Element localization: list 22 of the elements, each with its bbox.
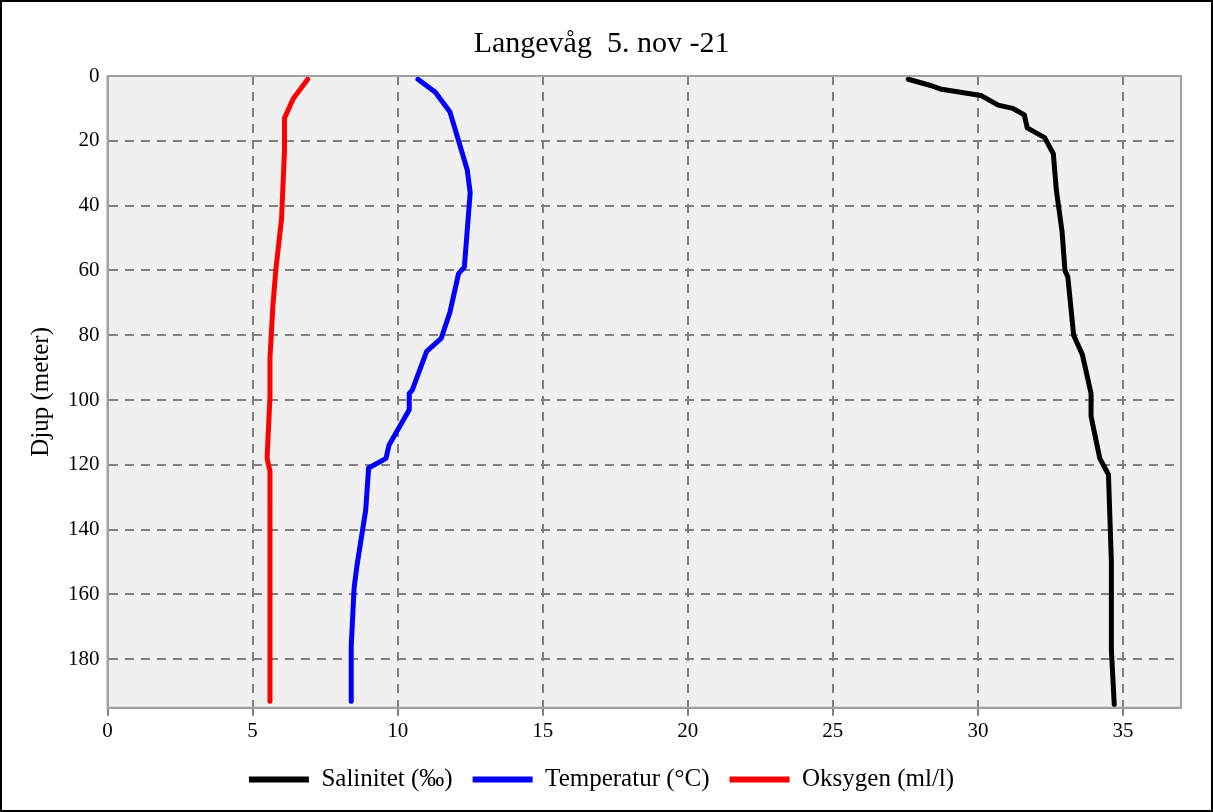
y-tick-label: 140	[68, 516, 100, 541]
y-tick-label: 40	[78, 192, 100, 217]
legend-label: Temperatur (°C)	[545, 764, 710, 793]
chart-title: Langevåg 5. nov -21	[473, 24, 730, 58]
x-tick-label: 5	[247, 717, 258, 742]
legend-label: Salinitet (‰)	[321, 764, 453, 793]
y-tick-label: 120	[68, 451, 100, 476]
y-axis-title: Djup (meter)	[25, 326, 54, 457]
y-tick-label: 100	[68, 386, 100, 411]
x-tick-label: 10	[387, 717, 409, 742]
y-tick-label: 160	[68, 580, 100, 605]
x-tick-label: 35	[1112, 717, 1134, 742]
x-tick-label: 20	[677, 717, 699, 742]
y-tick-label: 0	[89, 62, 100, 87]
x-tick-label: 15	[532, 717, 554, 742]
y-tick-label: 180	[68, 645, 100, 670]
legend-label: Oksygen (ml/l)	[802, 764, 955, 793]
y-tick-label: 20	[78, 127, 100, 152]
y-tick-label: 80	[78, 321, 100, 346]
y-tick-label: 60	[78, 256, 100, 281]
x-tick-label: 25	[822, 717, 844, 742]
x-tick-label: 30	[967, 717, 989, 742]
